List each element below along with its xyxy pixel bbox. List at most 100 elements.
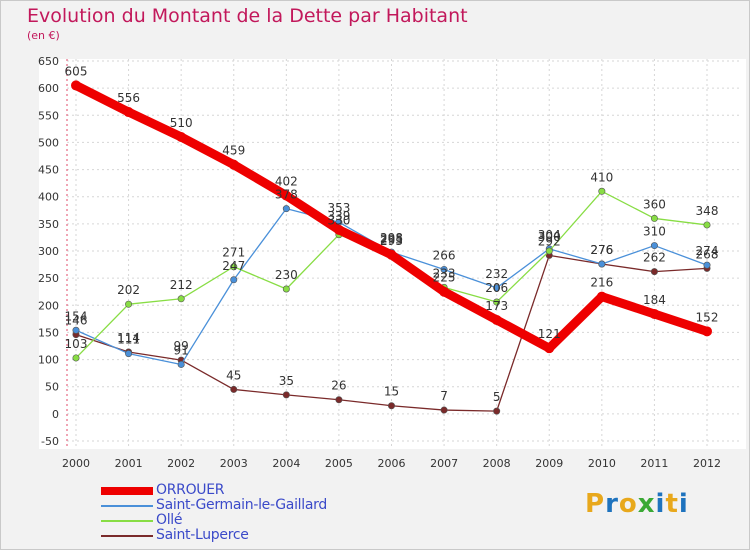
y-tick-label: 300: [38, 245, 59, 258]
y-tick-label: 200: [38, 299, 59, 312]
data-point: [703, 221, 711, 229]
x-tick-label: 2009: [535, 457, 563, 470]
y-tick-label: 550: [38, 109, 59, 122]
logo-letter: r: [605, 489, 619, 519]
data-point: [125, 300, 133, 308]
data-point: [176, 132, 187, 142]
data-label: 99: [174, 339, 189, 353]
data-label: 232: [485, 267, 508, 281]
data-label: 212: [170, 278, 193, 292]
data-point: [125, 350, 133, 358]
y-tick-label: 0: [52, 408, 59, 421]
x-tick-label: 2008: [483, 457, 511, 470]
logo-letter: t: [665, 489, 679, 519]
data-point: [177, 295, 185, 303]
data-label: 233: [433, 266, 456, 280]
y-tick-label: 650: [38, 55, 59, 68]
y-tick-label: 250: [38, 272, 59, 285]
data-label: 5: [493, 390, 501, 404]
logo-letter: x: [637, 489, 656, 519]
data-label: 330: [327, 214, 350, 228]
x-tick-label: 2003: [220, 457, 248, 470]
logo-letter: o: [618, 489, 638, 519]
data-label: 35: [279, 374, 294, 388]
data-label: 304: [538, 228, 561, 242]
x-tick-label: 2011: [640, 457, 668, 470]
data-point: [545, 247, 553, 255]
data-point: [598, 187, 606, 195]
data-point: [544, 343, 555, 354]
data-label: 26: [331, 379, 346, 393]
data-label: 230: [275, 268, 298, 282]
data-label: 111: [117, 333, 140, 347]
x-tick-label: 2012: [693, 457, 721, 470]
data-label: 310: [643, 225, 666, 239]
data-point: [440, 265, 448, 273]
y-tick-label: 150: [38, 326, 59, 339]
data-point: [72, 326, 80, 334]
x-tick-label: 2007: [430, 457, 458, 470]
x-tick-label: 2010: [588, 457, 616, 470]
data-label: 402: [275, 175, 298, 189]
data-label: 510: [170, 116, 193, 130]
data-label: 410: [590, 170, 613, 184]
data-point: [440, 406, 448, 414]
data-label: 154: [65, 309, 88, 323]
data-label: 152: [696, 310, 719, 324]
data-label: 202: [117, 283, 140, 297]
data-label: 360: [643, 197, 666, 211]
data-label: 7: [440, 389, 448, 403]
y-tick-label: 400: [38, 191, 59, 204]
data-label: 266: [433, 248, 456, 262]
logo-letter: i: [678, 489, 689, 519]
data-point: [177, 360, 185, 368]
data-label: 605: [65, 64, 88, 78]
x-tick-label: 2006: [378, 457, 406, 470]
data-point: [282, 205, 290, 213]
data-point: [650, 268, 658, 276]
data-point: [230, 385, 238, 393]
logo-letter: P: [585, 489, 606, 519]
data-label: 459: [222, 144, 245, 158]
data-label: 15: [384, 385, 399, 399]
data-label: 271: [222, 246, 245, 260]
data-point: [491, 314, 502, 325]
y-tick-label: 350: [38, 218, 59, 231]
data-label: 295: [380, 233, 403, 247]
data-label: 121: [538, 327, 561, 341]
data-label: 91: [174, 343, 189, 357]
data-label: 298: [380, 231, 403, 245]
x-tick-label: 2005: [325, 457, 353, 470]
data-label: 268: [696, 247, 719, 261]
data-point: [281, 190, 292, 201]
y-tick-label: -50: [41, 435, 59, 448]
data-label: 146: [65, 314, 88, 328]
legend-label: Saint-Luperce: [156, 527, 249, 543]
x-tick-label: 2000: [62, 457, 90, 470]
data-label: 206: [485, 281, 508, 295]
data-label: 339: [327, 209, 350, 223]
data-label: 348: [696, 204, 719, 218]
data-label: 353: [327, 201, 350, 215]
y-tick-label: 600: [38, 82, 59, 95]
data-point: [386, 249, 397, 260]
data-point: [71, 80, 81, 91]
data-label: 103: [65, 337, 88, 351]
data-label: 276: [590, 243, 613, 257]
data-point: [228, 159, 239, 170]
data-point: [649, 308, 660, 319]
data-point: [230, 276, 238, 284]
legend-label: ORROUER: [156, 482, 225, 498]
data-point: [123, 107, 134, 118]
legend-label: Saint-Germain-le-Gaillard: [156, 497, 327, 513]
data-point: [333, 224, 344, 235]
data-point: [702, 326, 712, 337]
data-label: 45: [226, 368, 241, 382]
data-label: 184: [643, 293, 666, 307]
legend-swatch: [101, 505, 153, 507]
data-point: [596, 291, 607, 302]
data-label: 378: [275, 188, 298, 202]
logo-letter: i: [655, 489, 666, 519]
